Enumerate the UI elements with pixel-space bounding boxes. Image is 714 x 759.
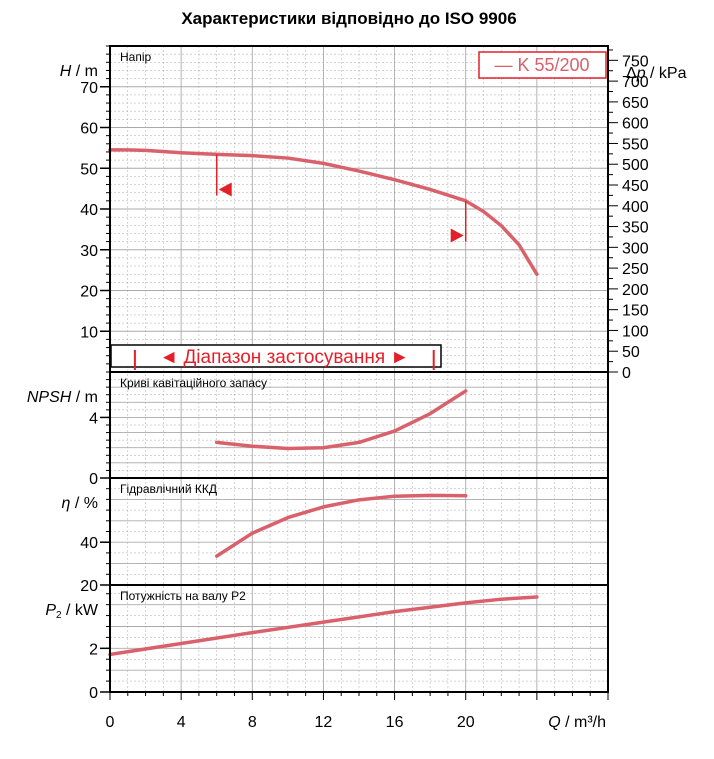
limit-marker-arrow-left bbox=[218, 182, 232, 197]
panel-title: Криві кавітаційного запасу bbox=[120, 376, 267, 390]
y-axis-label-unit: / % bbox=[70, 495, 98, 512]
y2-tick-label: 750 bbox=[622, 53, 649, 70]
y-axis-label: NPSH / m bbox=[27, 389, 98, 406]
y-tick-label: 40 bbox=[80, 535, 98, 552]
y2-axis-label-prefix: Δ bbox=[626, 65, 637, 82]
y-axis-label-unit: / kW bbox=[62, 602, 99, 619]
x-axis-label-unit: / m³/h bbox=[561, 714, 606, 731]
frames-layer bbox=[100, 45, 618, 700]
legend-box bbox=[478, 51, 607, 79]
y2-tick-label: 450 bbox=[622, 178, 649, 195]
series-line-npsh bbox=[214, 389, 468, 451]
panel-title: Гідравлічний ККД bbox=[120, 482, 217, 496]
panel-title: Напір bbox=[120, 50, 152, 64]
y2-tick-label: 700 bbox=[622, 74, 649, 91]
panel-title: Потужність на валу P2 bbox=[120, 589, 246, 603]
curves-layer: ◄ Діапазон застосування ► bbox=[108, 148, 539, 657]
x-tick-label: 8 bbox=[248, 714, 257, 731]
x-tick-label: 0 bbox=[106, 714, 115, 731]
x-tick-label: 12 bbox=[315, 714, 333, 731]
y2-tick-label: 650 bbox=[622, 95, 649, 112]
x-tick-label: 16 bbox=[386, 714, 404, 731]
y-tick-label: 10 bbox=[80, 324, 98, 341]
y-tick-label: 4 bbox=[89, 410, 98, 427]
y2-tick-label: 100 bbox=[622, 323, 649, 340]
y-axis-label: η / % bbox=[62, 495, 98, 512]
y-tick-label: 0 bbox=[89, 471, 98, 488]
y2-tick-label: 600 bbox=[622, 116, 649, 133]
y-tick-label: 20 bbox=[80, 578, 98, 595]
y-axis-label-var: P bbox=[45, 602, 56, 619]
chart-title: Характеристики відповідно до ISO 9906 bbox=[181, 9, 516, 28]
y2-tick-label: 350 bbox=[622, 220, 649, 237]
y-axis-label-var: NPSH bbox=[27, 389, 72, 406]
limit-marker-arrow-right bbox=[450, 228, 464, 243]
y-axis-label: H / m bbox=[60, 63, 98, 80]
y2-tick-label: 500 bbox=[622, 157, 649, 174]
x-axis-label-var: Q bbox=[548, 714, 560, 731]
y-axis-label-var: H bbox=[60, 63, 72, 80]
y-axis-label-unit: / m bbox=[71, 389, 98, 406]
y-axis-label-var: η bbox=[62, 495, 71, 512]
y-tick-label: 70 bbox=[80, 80, 98, 97]
y2-tick-label: 300 bbox=[622, 240, 649, 257]
series-line- bbox=[214, 493, 468, 558]
y2-tick-label: 0 bbox=[622, 365, 631, 382]
application-range-label: ◄ Діапазон застосування ► bbox=[159, 347, 409, 368]
y-axis-label: P2 / kW bbox=[45, 602, 99, 621]
y-tick-label: 0 bbox=[89, 685, 98, 702]
y2-axis-label-var: p bbox=[636, 65, 646, 82]
y2-axis-label-unit: / kPa bbox=[646, 65, 687, 82]
y2-tick-label: 50 bbox=[622, 344, 640, 361]
x-tick-label: 20 bbox=[457, 714, 475, 731]
y2-axis-label: Δp / kPa bbox=[626, 65, 687, 82]
y2-tick-label: 550 bbox=[622, 136, 649, 153]
y-tick-label: 50 bbox=[80, 161, 98, 178]
y2-tick-label: 250 bbox=[622, 261, 649, 278]
x-axis-label: Q / m³/h bbox=[548, 714, 606, 731]
y-tick-label: 30 bbox=[80, 243, 98, 260]
y2-tick-label: 200 bbox=[622, 282, 649, 299]
x-tick-label: 4 bbox=[177, 714, 186, 731]
y2-tick-label: 150 bbox=[622, 303, 649, 320]
y-tick-label: 2 bbox=[89, 641, 98, 658]
y-tick-label: 40 bbox=[80, 202, 98, 219]
series-line-p2 bbox=[108, 595, 539, 657]
legend-entry: — K 55/200 bbox=[494, 55, 589, 75]
y2-tick-label: 400 bbox=[622, 199, 649, 216]
series-line-k55200 bbox=[108, 148, 539, 276]
y-tick-label: 60 bbox=[80, 121, 98, 138]
y-tick-label: 20 bbox=[80, 284, 98, 301]
y-axis-label-unit: / m bbox=[71, 63, 98, 80]
y-axis-label-sub: 2 bbox=[56, 610, 62, 621]
